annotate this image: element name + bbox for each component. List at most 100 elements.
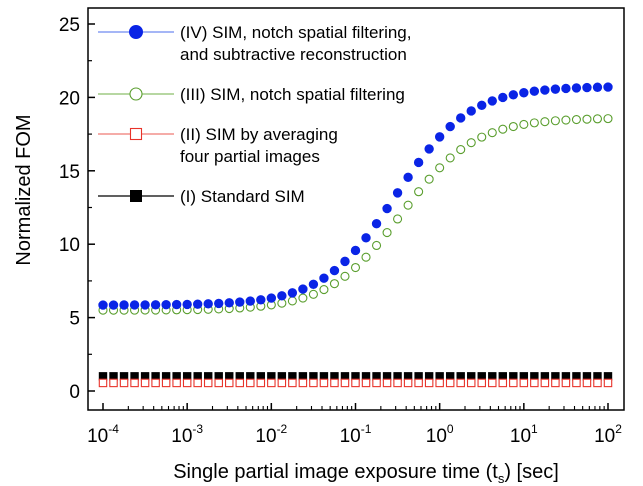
- data-point: [404, 201, 412, 209]
- data-point: [247, 379, 254, 386]
- data-point: [320, 379, 327, 386]
- data-point: [299, 379, 306, 386]
- data-point: [383, 229, 391, 237]
- y-axis-label: Normalized FOM: [13, 114, 35, 265]
- data-point: [604, 115, 612, 123]
- data-point: [288, 297, 296, 305]
- data-point: [151, 301, 159, 309]
- data-point: [394, 379, 401, 386]
- data-point: [152, 379, 159, 386]
- data-point: [499, 93, 507, 101]
- data-point: [330, 266, 338, 274]
- data-point: [309, 290, 317, 298]
- data-point: [194, 379, 201, 386]
- data-point: [415, 188, 423, 196]
- data-point: [372, 220, 380, 228]
- data-point: [489, 379, 496, 386]
- data-point: [362, 253, 370, 261]
- data-point: [257, 296, 265, 304]
- data-point: [99, 301, 107, 309]
- legend-marker: [130, 88, 142, 100]
- legend-entry-3: (I) Standard SIM: [98, 187, 305, 206]
- y-tick-label: 20: [59, 88, 80, 109]
- data-point: [404, 173, 412, 181]
- data-point: [394, 215, 402, 223]
- data-point: [246, 297, 254, 305]
- data-point: [299, 285, 307, 293]
- data-point: [341, 257, 349, 265]
- plot-frame: [88, 8, 624, 410]
- data-point: [99, 379, 106, 386]
- data-point: [488, 129, 496, 137]
- data-point: [267, 294, 275, 302]
- data-point: [583, 83, 591, 91]
- data-point: [541, 379, 548, 386]
- data-point: [572, 84, 580, 92]
- data-point: [530, 119, 538, 127]
- data-point: [330, 280, 338, 288]
- data-point: [257, 379, 264, 386]
- legend-label: and subtractive reconstruction: [180, 45, 407, 64]
- data-point: [120, 379, 127, 386]
- data-point: [552, 379, 559, 386]
- data-point: [478, 133, 486, 141]
- data-point: [531, 379, 538, 386]
- data-point: [131, 379, 138, 386]
- y-tick-label: 25: [59, 15, 80, 36]
- data-point: [215, 379, 222, 386]
- legend-marker: [131, 191, 142, 202]
- data-point: [478, 379, 485, 386]
- data-point: [383, 379, 390, 386]
- data-point: [572, 116, 580, 124]
- x-axis-label-end: ) [sec]: [504, 461, 558, 483]
- y-tick-label: 0: [69, 382, 80, 403]
- data-point: [320, 286, 328, 294]
- data-point: [268, 379, 275, 386]
- plot-area: [99, 83, 612, 387]
- data-point: [468, 379, 475, 386]
- data-point: [341, 272, 349, 280]
- data-point: [467, 107, 475, 115]
- data-point: [236, 379, 243, 386]
- data-point: [551, 85, 559, 93]
- legend: (IV) SIM, notch spatial filtering, and su…: [98, 23, 411, 206]
- series-1: [99, 115, 612, 315]
- data-point: [457, 114, 465, 122]
- legend-entry-1: (III) SIM, notch spatial filtering: [98, 85, 405, 104]
- data-point: [509, 123, 517, 131]
- legend-marker: [130, 26, 143, 39]
- data-point: [373, 379, 380, 386]
- data-point: [362, 234, 370, 242]
- data-point: [457, 379, 464, 386]
- data-point: [499, 379, 506, 386]
- data-point: [299, 294, 307, 302]
- data-point: [393, 189, 401, 197]
- data-point: [457, 146, 465, 154]
- data-point: [436, 164, 444, 172]
- data-point: [352, 264, 360, 272]
- legend-label: four partial images: [180, 147, 320, 166]
- x-tick-label: 100: [426, 422, 454, 447]
- data-point: [520, 89, 528, 97]
- data-point: [593, 115, 601, 123]
- data-point: [604, 83, 612, 91]
- data-point: [109, 301, 117, 309]
- data-point: [362, 379, 369, 386]
- x-tick-label: 10-4: [87, 422, 119, 447]
- x-tick-label: 101: [510, 422, 538, 447]
- legend-marker: [131, 129, 142, 140]
- data-point: [583, 115, 591, 123]
- data-point: [204, 300, 212, 308]
- data-point: [415, 379, 422, 386]
- data-point: [446, 154, 454, 162]
- data-point: [226, 379, 233, 386]
- data-point: [373, 241, 381, 249]
- data-point: [467, 139, 475, 147]
- data-point: [520, 120, 528, 128]
- data-point: [162, 301, 170, 309]
- data-point: [110, 379, 117, 386]
- data-point: [541, 86, 549, 94]
- data-point: [499, 125, 507, 133]
- data-point: [425, 175, 433, 183]
- y-tick-label: 5: [69, 309, 80, 330]
